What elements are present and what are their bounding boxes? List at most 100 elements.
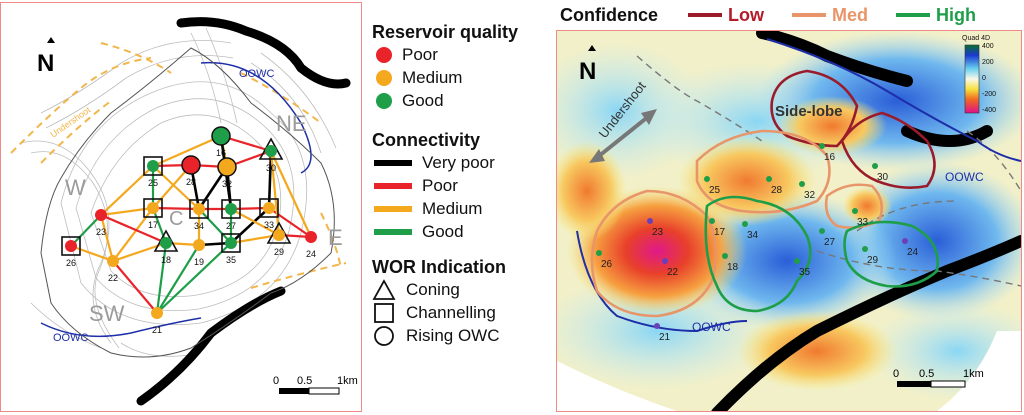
well-dot-icon	[722, 253, 728, 259]
oowc-line	[200, 61, 312, 174]
well-34: 34	[742, 221, 759, 241]
undershoot-arrow-icon	[589, 109, 657, 163]
well-label: 34	[747, 230, 759, 241]
scale-end: 1km	[337, 375, 358, 387]
well-26: 26	[596, 250, 613, 270]
well-quality-dot	[265, 145, 277, 157]
well-label: 21	[659, 332, 671, 343]
connectivity-link	[152, 134, 222, 168]
scale-bar	[897, 380, 966, 388]
north-label: N	[37, 50, 54, 77]
channelling-well-icon	[221, 199, 241, 219]
well-label: 21	[152, 325, 162, 335]
well-label: 22	[108, 273, 118, 283]
well-dot-icon	[819, 228, 825, 234]
well-label: 30	[266, 163, 276, 173]
well-dot-icon	[662, 258, 668, 264]
well-label: 27	[824, 237, 836, 248]
rising-owc-well-icon	[181, 155, 201, 175]
well-dot-icon	[872, 163, 878, 169]
well-label: 29	[867, 255, 879, 266]
confidence-high: High	[936, 4, 977, 25]
well-21: 21	[151, 307, 163, 335]
colorbar-ticks: 400 200 0 -200 -400	[982, 43, 996, 114]
poor-line-icon	[374, 182, 412, 189]
region-e: E	[328, 225, 343, 250]
well-18: 18	[722, 253, 739, 273]
well-label: 17	[148, 220, 158, 230]
connectivity-link	[152, 206, 200, 211]
colorbar-tick: 0	[982, 75, 986, 82]
well-17: 17	[143, 198, 163, 230]
connectivity-link	[70, 244, 114, 263]
well-quality-dot	[95, 209, 107, 221]
well-label: 35	[799, 267, 811, 278]
north-label: N	[579, 58, 596, 85]
well-35: 35	[221, 233, 241, 265]
oowc-label-bottom: OOWC	[692, 320, 731, 334]
high-confidence-zone	[704, 195, 812, 313]
legend-conn-good: Good	[372, 220, 552, 243]
well-34: 34	[189, 199, 209, 231]
connectivity-link	[198, 208, 232, 244]
well-quality-dot	[151, 307, 163, 319]
well-24: 24	[902, 238, 919, 258]
well-label: 30	[877, 172, 889, 183]
quad4d-colorbar	[964, 44, 980, 114]
survey-edge	[557, 361, 677, 411]
well-label: 16	[824, 152, 836, 163]
well-quality-dot	[305, 231, 317, 243]
well-16: 16	[819, 143, 836, 163]
well-22: 22	[107, 255, 119, 283]
confidence-low: Low	[728, 4, 765, 25]
well-label: 23	[652, 227, 664, 238]
well-markers: 16 30 25 28 32 33 23 17 34 27 24 29 26 22 18 35 21	[596, 143, 919, 343]
well-quality-dot	[65, 240, 77, 252]
well-28: 28	[766, 176, 783, 196]
very-poor-line-icon	[374, 159, 412, 166]
well-quality-dot	[225, 203, 237, 215]
connectivity-link	[230, 208, 280, 236]
well-17: 17	[709, 218, 726, 238]
well-29: 29	[266, 221, 292, 257]
oowc-line-bottom	[40, 317, 202, 338]
boundary-thick	[711, 31, 1021, 411]
fault-lines	[10, 42, 347, 289]
well-19: 19	[193, 239, 205, 267]
legend-wor-channelling: Channelling	[372, 301, 552, 324]
well-label: 27	[226, 221, 236, 231]
well-35: 35	[794, 258, 811, 278]
well-dot-icon	[654, 323, 660, 329]
connectivity-link	[151, 207, 168, 244]
well-quality-dot	[160, 237, 172, 249]
connectivity-title: Connectivity	[372, 130, 481, 150]
well-33: 33	[852, 208, 869, 228]
well-dot-icon	[794, 258, 800, 264]
connectivity-link	[112, 260, 158, 314]
well-dot-icon	[704, 176, 710, 182]
well-33: 33	[259, 198, 279, 230]
med-line-icon	[792, 13, 827, 17]
well-quality-dot	[263, 202, 275, 214]
rising-owc-well-icon	[211, 126, 231, 146]
well-dot-icon	[709, 218, 715, 224]
high-confidence-zone-2	[843, 220, 940, 288]
colorbar-tick: -400	[982, 107, 996, 114]
connectivity-link	[100, 165, 154, 216]
well-29: 29	[862, 246, 879, 266]
well-27: 27	[819, 228, 836, 248]
low-confidence-zone-2	[840, 111, 936, 189]
well-32: 32	[799, 181, 816, 201]
confidence-med: Med	[832, 4, 869, 25]
well-quality-dot	[273, 229, 285, 241]
scale-zero: 0	[273, 375, 279, 387]
well-label: 18	[727, 262, 739, 273]
well-symbols: 16 28 32 30 25 23 17 34 27 33 26 22 18 19 35 29 24 21	[61, 126, 317, 335]
connectivity-link	[156, 242, 232, 314]
well-30: 30	[258, 137, 284, 173]
legend-panel: Reservoir quality Poor Medium Good Conne…	[372, 22, 552, 347]
well-dot-icon	[902, 238, 908, 244]
triangle-icon	[372, 278, 396, 300]
channelling-well-icon	[189, 199, 209, 219]
